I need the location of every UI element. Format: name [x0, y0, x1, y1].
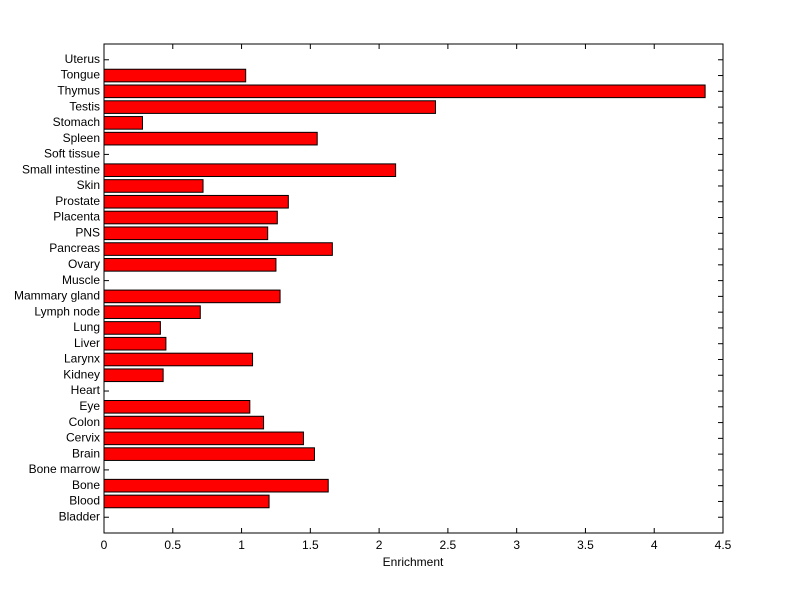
y-tick-label: Ovary	[68, 257, 100, 271]
y-tick-label: Brain	[72, 446, 100, 460]
bar	[103, 116, 144, 130]
bar	[103, 179, 204, 193]
bar	[103, 226, 269, 241]
y-tick-label: Spleen	[63, 131, 100, 145]
y-tick-label: Lung	[73, 320, 100, 334]
y-tick-label: Prostate	[55, 194, 100, 208]
y-tick-label: Lymph node	[34, 304, 100, 318]
y-tick-label: Pancreas	[49, 241, 100, 255]
y-tick-label: Tongue	[61, 68, 101, 82]
bar	[103, 194, 289, 209]
bar	[103, 131, 318, 146]
x-tick-label: 0.5	[164, 538, 181, 552]
y-tick-label: Mammary gland	[14, 289, 100, 303]
bar	[103, 494, 270, 509]
bar	[103, 399, 251, 414]
y-tick-label: Small intestine	[22, 162, 100, 176]
y-tick-label: PNS	[75, 225, 100, 239]
x-tick-label: 4	[651, 538, 658, 552]
y-tick-label: Muscle	[62, 273, 100, 287]
x-tick-label: 1.5	[302, 538, 319, 552]
x-tick-label: 3	[513, 538, 520, 552]
bar	[103, 100, 437, 114]
y-tick-label: Cervix	[66, 431, 100, 445]
bar	[103, 447, 315, 461]
y-tick-label: Bone marrow	[29, 462, 101, 476]
bar	[103, 431, 304, 446]
bar	[103, 68, 247, 83]
y-tick-label: Uterus	[65, 52, 100, 66]
y-tick-label: Bone	[72, 478, 100, 492]
y-tick-label: Soft tissue	[44, 147, 100, 161]
bar	[103, 210, 278, 225]
bar	[103, 368, 164, 383]
bar	[103, 336, 167, 351]
x-tick-label: 1	[238, 538, 245, 552]
bar	[103, 321, 161, 335]
x-tick-label: 2.5	[440, 538, 457, 552]
y-tick-label: Blood	[69, 494, 100, 508]
bar	[103, 305, 201, 319]
x-tick-label: 0	[101, 538, 108, 552]
y-tick-label: Kidney	[63, 367, 100, 381]
bar	[103, 289, 281, 304]
bar	[103, 258, 277, 272]
x-tick-label: 3.5	[577, 538, 594, 552]
x-tick-label: 2	[376, 538, 383, 552]
y-tick-label: Skin	[77, 178, 100, 192]
y-tick-label: Liver	[74, 336, 100, 350]
y-tick-label: Stomach	[53, 115, 100, 129]
bar	[103, 352, 254, 367]
y-tick-label: Testis	[69, 99, 100, 113]
y-tick-label: Thymus	[57, 83, 100, 97]
y-tick-label: Placenta	[53, 210, 100, 224]
y-tick-label: Eye	[79, 399, 100, 413]
x-tick-label: 4.5	[715, 538, 732, 552]
bar	[103, 242, 333, 256]
bar	[103, 84, 706, 99]
plot-frame	[103, 43, 724, 534]
y-tick-label: Larynx	[64, 352, 100, 366]
bar	[103, 163, 397, 178]
x-axis-label: Enrichment	[383, 555, 444, 569]
bar	[103, 415, 265, 430]
y-tick-label: Colon	[69, 415, 100, 429]
y-tick-label: Bladder	[59, 509, 100, 523]
y-tick-label: Heart	[71, 383, 101, 397]
bar	[103, 478, 329, 493]
